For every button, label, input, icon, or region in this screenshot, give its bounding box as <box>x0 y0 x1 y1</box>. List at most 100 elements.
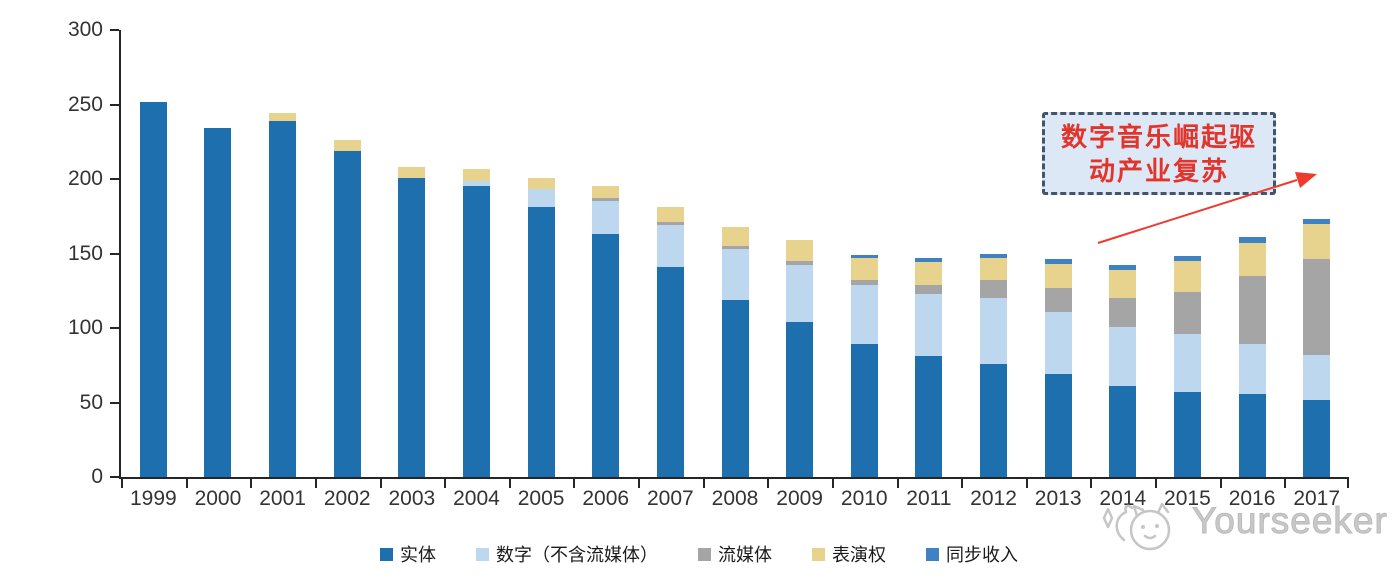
bar-segment-performance-rights <box>592 186 620 199</box>
bar-segment-performance-rights <box>462 168 490 181</box>
x-axis-tick <box>1347 479 1349 488</box>
x-axis-tick <box>314 479 317 488</box>
bar-segment-digital-ex-streaming <box>656 225 684 267</box>
x-axis-label: 2006 <box>582 487 630 510</box>
bar-segment-performance-rights <box>1109 269 1137 299</box>
y-axis-tick <box>110 178 119 180</box>
bar-segment-physical <box>1303 399 1331 477</box>
y-axis-tick <box>110 476 119 478</box>
legend-label-digital-ex-streaming: 数字（不含流媒体） <box>496 545 658 565</box>
y-axis-label: 150 <box>67 241 103 265</box>
legend-label-physical: 实体 <box>400 545 436 565</box>
legend: 实体 数字（不含流媒体） 流媒体 表演权 同步收入 <box>0 541 1398 567</box>
x-axis-label: 2002 <box>323 487 371 510</box>
bar-segment-performance-rights <box>333 140 361 151</box>
bar-segment-performance-rights <box>269 113 297 121</box>
bar-segment-performance-rights <box>850 257 878 281</box>
bar-segment-streaming <box>1173 292 1201 334</box>
bar-segment-physical <box>786 322 814 477</box>
bar-segment-streaming <box>915 284 943 294</box>
bar-segment-streaming <box>1044 287 1072 312</box>
legend-label-sync: 同步收入 <box>946 545 1018 565</box>
bar-segment-streaming <box>592 198 620 202</box>
bar-segment-performance-rights <box>656 207 684 223</box>
bar-segment-sync <box>850 255 878 258</box>
bar-segment-physical <box>527 207 555 477</box>
legend-swatch-streaming <box>698 547 711 561</box>
x-axis-label: 2010 <box>840 487 888 510</box>
x-axis-tick <box>573 479 576 488</box>
bar-segment-performance-rights <box>527 177 555 190</box>
y-axis-tick <box>110 252 119 255</box>
x-axis-tick <box>831 479 834 488</box>
bar-segment-streaming <box>786 260 814 266</box>
annotation-callout: 数字音乐崛起驱 动产业复苏 <box>1042 112 1276 195</box>
x-axis-label: 2016 <box>1228 487 1276 510</box>
x-axis-tick <box>1155 479 1158 488</box>
bar-segment-digital-ex-streaming <box>527 189 555 208</box>
bar-segment-sync <box>980 253 1008 258</box>
watermark: Yourseeker <box>1090 492 1388 556</box>
bar-segment-physical <box>1109 386 1137 477</box>
bar-segment-physical <box>204 128 232 477</box>
bar-segment-digital-ex-streaming <box>850 284 878 345</box>
x-axis-label: 1999 <box>129 487 177 510</box>
y-axis-tick <box>110 401 119 404</box>
bar-segment-streaming <box>980 280 1008 299</box>
bar-segment-streaming <box>656 222 684 226</box>
x-axis-label: 2000 <box>194 487 242 510</box>
x-axis-tick <box>1284 479 1287 488</box>
watermark-logo-icon <box>1102 502 1171 551</box>
bar-segment-sync <box>1109 265 1137 270</box>
bar-segment-physical <box>139 101 167 477</box>
legend-item-physical: 实体 <box>380 541 436 567</box>
x-axis-tick <box>1219 479 1222 488</box>
bar-segment-performance-rights <box>1238 243 1266 276</box>
x-axis-tick <box>121 479 123 488</box>
x-axis-label: 2004 <box>453 487 500 510</box>
bar-segment-physical <box>592 234 620 477</box>
bar-segment-physical <box>462 186 490 477</box>
x-axis-label: 2013 <box>1034 487 1082 510</box>
bar-segment-sync <box>1044 259 1072 264</box>
legend-swatch-performance-rights <box>812 547 825 561</box>
bar-segment-physical <box>269 120 297 477</box>
bar-segment-streaming <box>1303 259 1331 355</box>
y-axis-tick <box>110 327 119 329</box>
legend-swatch-sync <box>926 547 939 561</box>
x-axis-label: 2007 <box>647 487 694 510</box>
x-axis-tick <box>961 479 964 488</box>
legend-item-performance-rights: 表演权 <box>812 541 886 567</box>
bar-segment-sync <box>1173 256 1201 261</box>
x-axis-tick <box>250 479 253 488</box>
bar-segment-performance-rights <box>398 167 426 178</box>
annotation-line1: 数字音乐崛起驱 <box>1060 121 1257 152</box>
bar-segment-performance-rights <box>980 257 1008 281</box>
y-axis-label: 50 <box>79 390 103 414</box>
plot-area: 0 50 100 150 200 250 300 1999 2000 2001 2002 2003 20… <box>68 18 1349 510</box>
bar-segment-physical <box>1173 392 1201 477</box>
legend-label-performance-rights: 表演权 <box>832 545 886 565</box>
legend-item-sync: 同步收入 <box>926 541 1018 567</box>
bar-segment-streaming <box>1238 275 1266 345</box>
bar-segment-digital-ex-streaming <box>1303 354 1331 400</box>
x-axis-label: 2005 <box>517 487 565 510</box>
x-axis-label: 2001 <box>259 487 306 510</box>
y-axis-label: 100 <box>67 316 103 339</box>
annotation-line2: 动产业复苏 <box>1088 155 1229 186</box>
x-axis-tick <box>379 479 382 488</box>
legend-swatch-digital-ex-streaming <box>476 547 489 561</box>
x-axis-tick <box>896 479 899 488</box>
bar-segment-digital-ex-streaming <box>1109 326 1137 387</box>
bar-segment-performance-rights <box>786 240 814 261</box>
bar-segment-physical <box>915 356 943 477</box>
x-axis-label: 2015 <box>1164 487 1211 510</box>
legend-label-streaming: 流媒体 <box>718 545 772 565</box>
y-axis-tick <box>110 103 119 106</box>
x-axis-tick <box>444 479 447 488</box>
bar-segment-performance-rights <box>1173 260 1201 293</box>
watermark-text: Yourseeker <box>1192 500 1388 542</box>
bar-segment-sync <box>1303 219 1331 224</box>
legend-item-streaming: 流媒体 <box>698 541 772 567</box>
bar-segment-digital-ex-streaming <box>915 293 943 357</box>
